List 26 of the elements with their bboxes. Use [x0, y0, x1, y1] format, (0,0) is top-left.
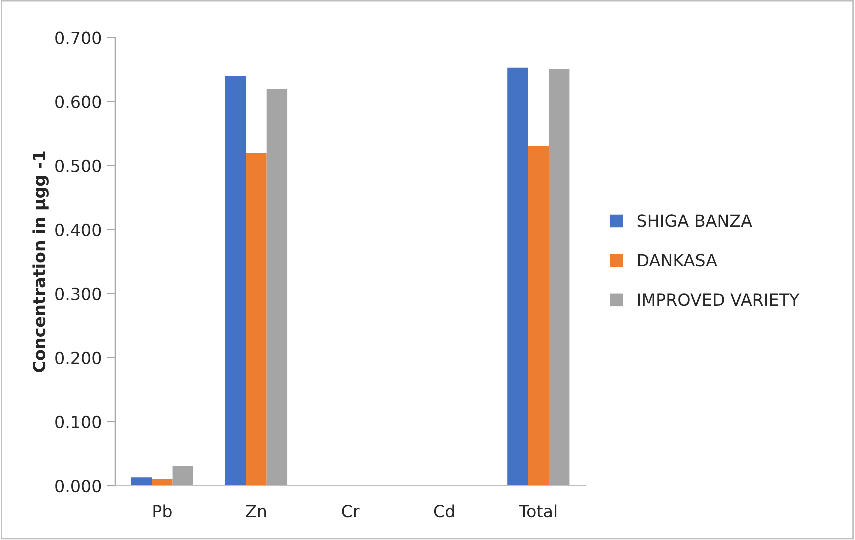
x-tick-label: Zn — [246, 505, 266, 518]
y-tick-label: 0.500 — [56, 160, 102, 172]
bar — [548, 69, 570, 486]
x-tick-label: Cr — [342, 505, 360, 518]
legend-label: SHIGA BANZA — [638, 214, 752, 228]
bar — [225, 76, 246, 486]
bar — [172, 466, 194, 486]
y-tick-label: 0.100 — [56, 416, 102, 429]
y-tick-label: 0.300 — [56, 288, 102, 300]
y-tick-label: 0.200 — [56, 352, 102, 365]
x-tick-label: Total — [519, 504, 557, 518]
bar — [246, 153, 267, 486]
x-tick-label: Pb — [154, 504, 172, 518]
legend-label: IMPROVED VARIETY — [638, 294, 800, 306]
bar — [508, 68, 528, 486]
y-tick-label: 0.600 — [56, 96, 102, 108]
y-tick-label: 0.000 — [56, 480, 102, 493]
x-tick-label: Cd — [434, 504, 454, 518]
legend-label: DANKASA — [638, 254, 718, 267]
bar — [152, 478, 173, 486]
y-tick-label: 0.400 — [56, 224, 102, 236]
bar — [131, 478, 152, 486]
y-tick-label: 0.700 — [56, 32, 102, 44]
y-axis-title: Concentration in µgg -1 — [32, 152, 49, 372]
bar — [266, 89, 288, 486]
bar — [528, 146, 549, 486]
